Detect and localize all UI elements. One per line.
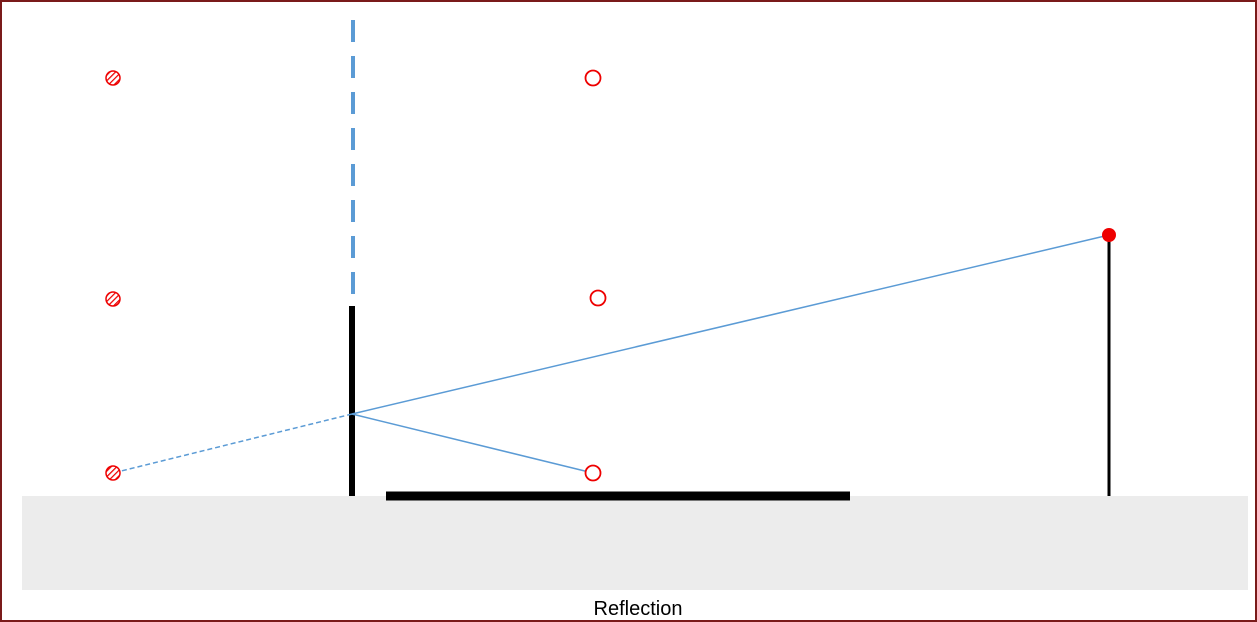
object bbox=[589, 289, 607, 307]
virtual-ray bbox=[112, 413, 353, 474]
floor bbox=[22, 496, 1248, 590]
caption: Reflection bbox=[594, 598, 683, 620]
object bbox=[584, 464, 602, 482]
ray bbox=[351, 234, 1110, 415]
ray bbox=[351, 413, 594, 474]
image bbox=[105, 70, 121, 86]
observer bbox=[1102, 228, 1116, 242]
image bbox=[105, 465, 121, 481]
image bbox=[105, 291, 121, 307]
object bbox=[584, 69, 602, 87]
